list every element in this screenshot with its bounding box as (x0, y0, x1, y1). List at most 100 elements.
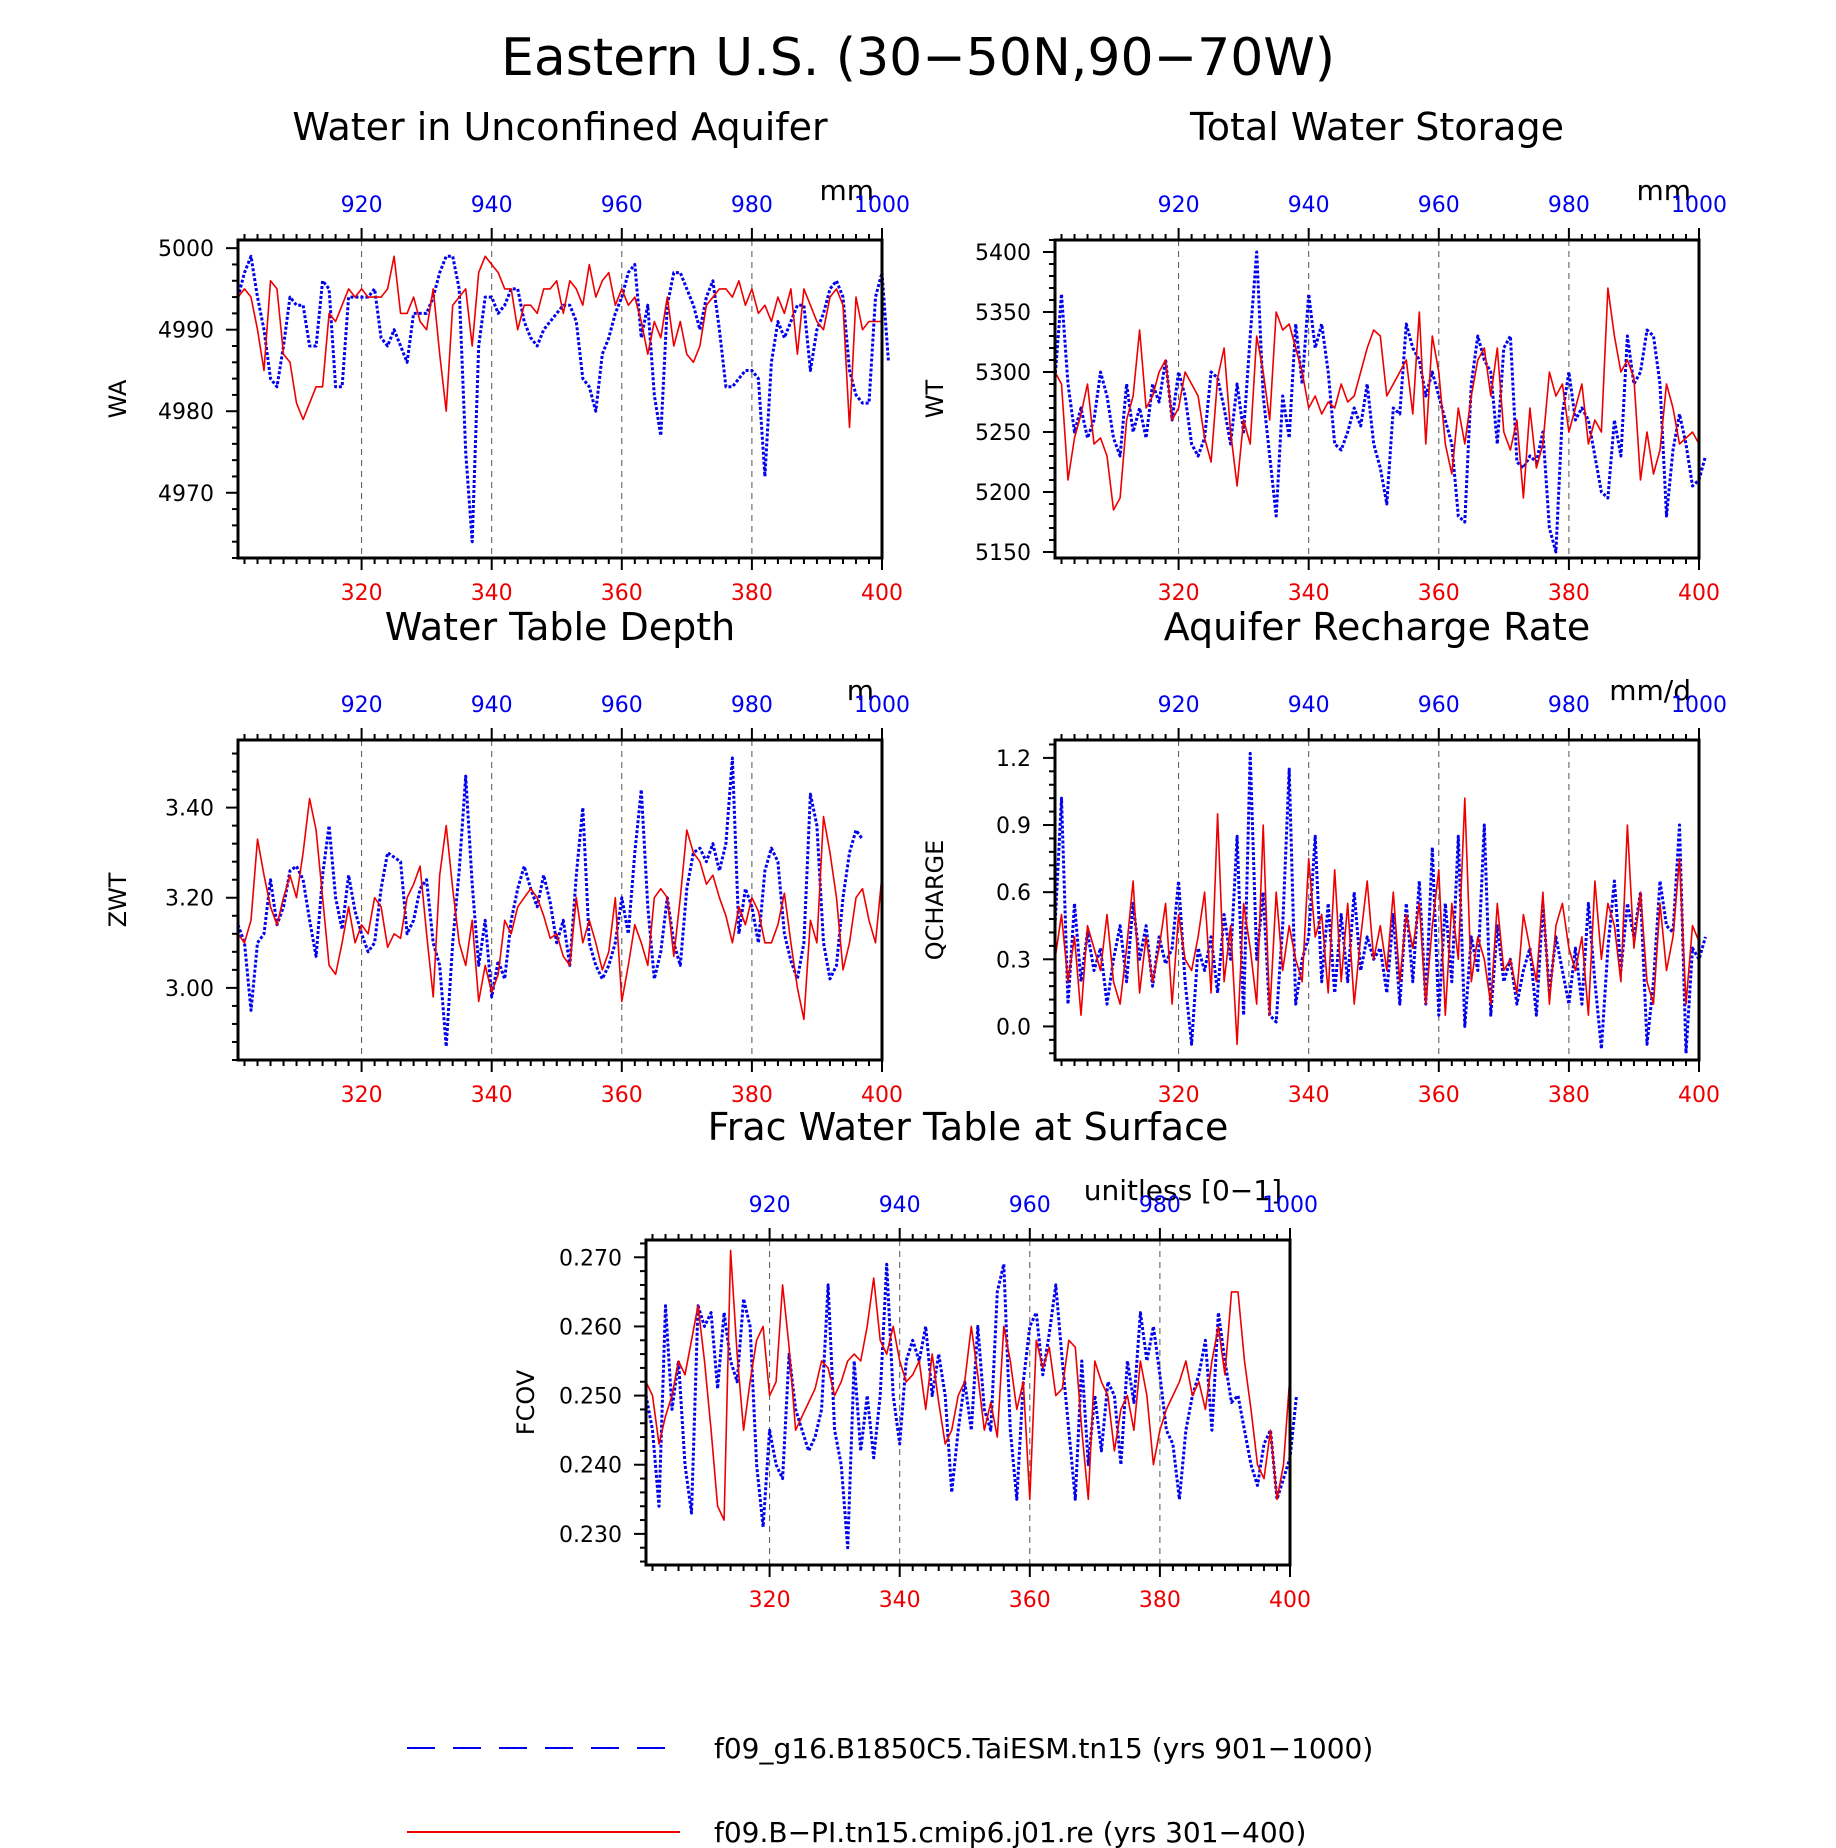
panels: Water in Unconfined Aquifer mm WA 320 340 360… (104, 105, 1727, 1613)
x-top-tick-label: 980 (731, 193, 773, 218)
x-top-tick-label: 960 (601, 193, 643, 218)
y-tick-label: 3.00 (165, 977, 214, 1002)
y-axis-label: ZWT (104, 872, 132, 927)
y-tick-label: 5300 (975, 361, 1031, 386)
y-tick-label: 5350 (975, 301, 1031, 326)
x-top-tick-label: 960 (601, 693, 643, 718)
units-label: mm (819, 174, 874, 207)
panel-title: Aquifer Recharge Rate (1164, 605, 1591, 649)
x-top-tick-label: 920 (1158, 193, 1200, 218)
x-bottom-tick-label: 320 (341, 1083, 383, 1108)
x-bottom-tick-label: 400 (1678, 1083, 1720, 1108)
series-line-run-a (644, 1262, 1298, 1550)
y-axis-label: QCHARGE (921, 840, 949, 961)
series-line-run-b (237, 797, 883, 1021)
x-top-tick-label: 1000 (854, 193, 910, 218)
x-bottom-tick-label: 360 (601, 1083, 643, 1108)
x-bottom-tick-label: 340 (471, 1083, 513, 1108)
y-tick-label: 5250 (975, 421, 1031, 446)
x-top-tick-label: 940 (1288, 693, 1330, 718)
units-label: mm/d (1609, 674, 1691, 707)
y-axis-label: FCOV (512, 1369, 540, 1435)
y-tick-label: 0.9 (996, 814, 1031, 839)
plot-frame (644, 1238, 1292, 1567)
x-bottom-tick-label: 380 (1548, 581, 1590, 606)
x-bottom-tick-label: 320 (1158, 581, 1200, 606)
y-tick-label: 3.40 (165, 797, 214, 822)
x-top-tick-label: 980 (731, 693, 773, 718)
x-top-tick-label: 920 (341, 693, 383, 718)
x-top-tick-label: 920 (341, 193, 383, 218)
series-line-run-b (645, 1249, 1291, 1521)
x-top-tick-label: 980 (1548, 693, 1590, 718)
x-bottom-tick-label: 400 (1269, 1588, 1311, 1613)
legend-label-run-b: f09.B−PI.tn15.cmip6.j01.re (yrs 301−400) (714, 1816, 1306, 1848)
y-tick-label: 5150 (975, 541, 1031, 566)
panel-5: Frac Water Table at Surface unitless [0−1… (512, 1105, 1318, 1613)
legend: f09_g16.B1850C5.TaiESM.tn15 (yrs 901−100… (407, 1732, 1373, 1848)
x-bottom-tick-label: 360 (1418, 1083, 1460, 1108)
y-tick-label: 0.3 (996, 948, 1031, 973)
panel-2: Total Water Storage mm WT 320 340 360 380 400 92… (921, 105, 1727, 606)
x-bottom-tick-label: 380 (1548, 1083, 1590, 1108)
series-line-run-b (1054, 797, 1700, 1046)
x-bottom-tick-label: 360 (1009, 1588, 1051, 1613)
x-bottom-tick-label: 340 (1288, 1083, 1330, 1108)
x-top-tick-label: 940 (879, 1193, 921, 1218)
y-axis-label: WT (921, 379, 949, 418)
y-axis-label: WA (104, 379, 132, 418)
x-top-tick-label: 980 (1548, 193, 1590, 218)
x-bottom-tick-label: 320 (749, 1588, 791, 1613)
x-bottom-tick-label: 320 (341, 581, 383, 606)
x-top-tick-label: 920 (1158, 693, 1200, 718)
x-top-tick-label: 920 (749, 1193, 791, 1218)
x-top-tick-label: 980 (1139, 1193, 1181, 1218)
series-line-run-a (236, 254, 890, 544)
panel-title: Water in Unconfined Aquifer (292, 105, 828, 149)
y-tick-label: 4990 (158, 319, 214, 344)
plot-frame (236, 238, 884, 560)
y-tick-label: 0.6 (996, 881, 1031, 906)
x-top-tick-label: 960 (1009, 1193, 1051, 1218)
x-top-tick-label: 1000 (1262, 1193, 1318, 1218)
series-line-run-b (237, 255, 882, 429)
units-label: m (847, 674, 874, 707)
x-bottom-tick-label: 380 (1139, 1588, 1181, 1613)
y-tick-label: 5400 (975, 241, 1031, 266)
x-top-tick-label: 940 (471, 193, 513, 218)
x-bottom-tick-label: 400 (861, 581, 903, 606)
y-tick-label: 0.240 (559, 1454, 622, 1479)
y-tick-label: 0.260 (559, 1315, 622, 1340)
panel-title: Frac Water Table at Surface (708, 1105, 1229, 1149)
panel-1: Water in Unconfined Aquifer mm WA 320 340 360… (104, 105, 910, 606)
x-bottom-tick-label: 400 (861, 1083, 903, 1108)
y-tick-label: 0.270 (559, 1246, 622, 1271)
plot-frame (236, 738, 884, 1062)
x-bottom-tick-label: 380 (731, 581, 773, 606)
x-top-tick-label: 960 (1418, 693, 1460, 718)
y-tick-label: 0.230 (559, 1523, 622, 1548)
x-bottom-tick-label: 380 (731, 1083, 773, 1108)
legend-label-run-a: f09_g16.B1850C5.TaiESM.tn15 (yrs 901−100… (714, 1732, 1373, 1765)
y-tick-label: 3.20 (165, 887, 214, 912)
panel-4: Aquifer Recharge Rate mm/d QCHARGE 320 340 36… (921, 605, 1727, 1108)
y-tick-label: 5000 (158, 237, 214, 262)
series-line-run-b (1054, 287, 1700, 511)
x-top-tick-label: 960 (1418, 193, 1460, 218)
x-bottom-tick-label: 340 (879, 1588, 921, 1613)
y-tick-label: 5200 (975, 481, 1031, 506)
y-tick-label: 0.250 (559, 1385, 622, 1410)
x-top-tick-label: 940 (1288, 193, 1330, 218)
x-bottom-tick-label: 340 (471, 581, 513, 606)
y-tick-label: 0.0 (996, 1015, 1031, 1040)
units-label: mm (1636, 174, 1691, 207)
series-line-run-a (1053, 751, 1707, 1055)
series-line-run-a (1053, 250, 1707, 554)
x-top-tick-label: 940 (471, 693, 513, 718)
units-label: unitless [0−1] (1084, 1174, 1282, 1207)
panel-3: Water Table Depth m ZWT 320 340 360 380 400 920 9… (104, 605, 910, 1108)
y-tick-label: 4970 (158, 482, 214, 507)
panel-title: Water Table Depth (385, 605, 736, 649)
x-bottom-tick-label: 340 (1288, 581, 1330, 606)
